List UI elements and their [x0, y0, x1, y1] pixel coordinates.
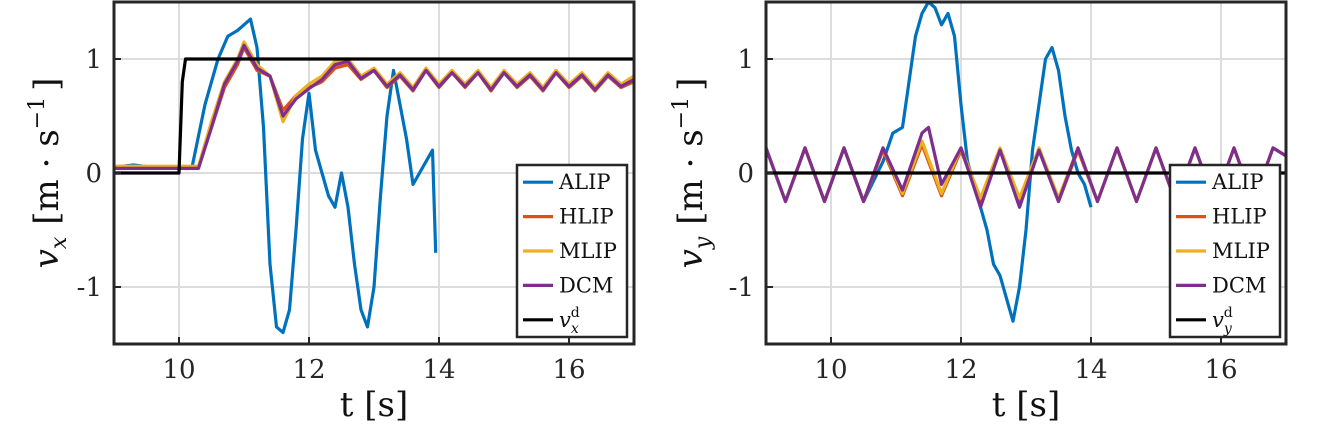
right-ylabel-exp: −1	[669, 97, 694, 129]
left-xtick-label-10: 10	[162, 355, 195, 385]
right-ytick-label-2: 1	[737, 45, 754, 75]
left-ylabel-var: v	[27, 249, 67, 268]
left-legend-label-0: ALIP	[558, 170, 611, 194]
right-panel-vy: 10 12 14 16 -1 0 1 t [s] vy [m · s−1] ALIP HLIP M…	[669, 0, 1288, 425]
right-ticks: 10 12 14 16 -1 0 1	[729, 45, 1238, 385]
left-ytick-label-2: 1	[85, 45, 102, 75]
right-ytick-label-0: -1	[729, 273, 754, 303]
left-series-v-x-d	[114, 57, 634, 175]
right-xtick-label-16: 16	[1204, 355, 1237, 385]
right-ylabel: vy [m · s−1]	[669, 78, 716, 269]
right-legend-label-4: vyd	[1212, 305, 1233, 337]
left-ylabel: vx [m · s−1]	[25, 78, 72, 269]
right-legend-label-3: DCM	[1212, 273, 1266, 297]
left-xtick-label-16: 16	[552, 355, 585, 385]
left-series	[114, 17, 634, 335]
svg-text:vx[m · s−1]: vx [m · s−1]	[25, 78, 72, 269]
right-ylabel-unit: [m · s	[671, 129, 711, 224]
right-xtick-label-12: 12	[944, 355, 977, 385]
left-xtick-label-12: 12	[292, 355, 325, 385]
right-ylabel-close: ]	[671, 78, 711, 91]
right-legend-label-2: MLIP	[1212, 239, 1270, 263]
svg-text:vy[m · s−1]: vy [m · s−1]	[669, 78, 716, 269]
right-xtick-label-14: 14	[1074, 355, 1107, 385]
left-ytick-label-1: 0	[85, 159, 102, 189]
left-series-alip	[114, 17, 438, 335]
left-legend-label-2: MLIP	[559, 239, 617, 263]
left-ticks: 10 12 14 16 -1 0 1	[77, 45, 586, 385]
right-legend: ALIP HLIP MLIP DCM vyd	[1168, 163, 1282, 339]
left-ylabel-unit: [m · s	[27, 129, 67, 224]
right-ylabel-var: v	[671, 249, 711, 268]
right-xlabel: t [s]	[992, 385, 1060, 425]
left-ylabel-exp: −1	[25, 97, 50, 129]
right-ytick-label-1: 0	[737, 159, 754, 189]
left-xtick-label-14: 14	[422, 355, 455, 385]
left-legend-label-4: vxd	[559, 305, 580, 337]
left-ylabel-close: ]	[27, 78, 67, 91]
left-panel-vx: 10 12 14 16 -1 0 1 t [s] vx [m · s−1] ALIP HLIP M…	[25, 0, 636, 425]
left-series-dcm	[114, 43, 634, 170]
right-xtick-label-10: 10	[814, 355, 847, 385]
left-legend-label-3: DCM	[559, 273, 613, 297]
left-xlabel: t [s]	[340, 385, 408, 425]
right-legend-label-1: HLIP	[1212, 205, 1267, 229]
right-legend-label-0: ALIP	[1211, 170, 1264, 194]
right-ylabel-sub: y	[691, 236, 716, 250]
left-legend-label-1: HLIP	[559, 205, 614, 229]
left-legend: ALIP HLIP MLIP DCM vxd	[515, 163, 629, 339]
left-series-hlip	[114, 46, 634, 169]
left-ylabel-sub: x	[47, 236, 72, 249]
left-ytick-label-0: -1	[77, 273, 102, 303]
